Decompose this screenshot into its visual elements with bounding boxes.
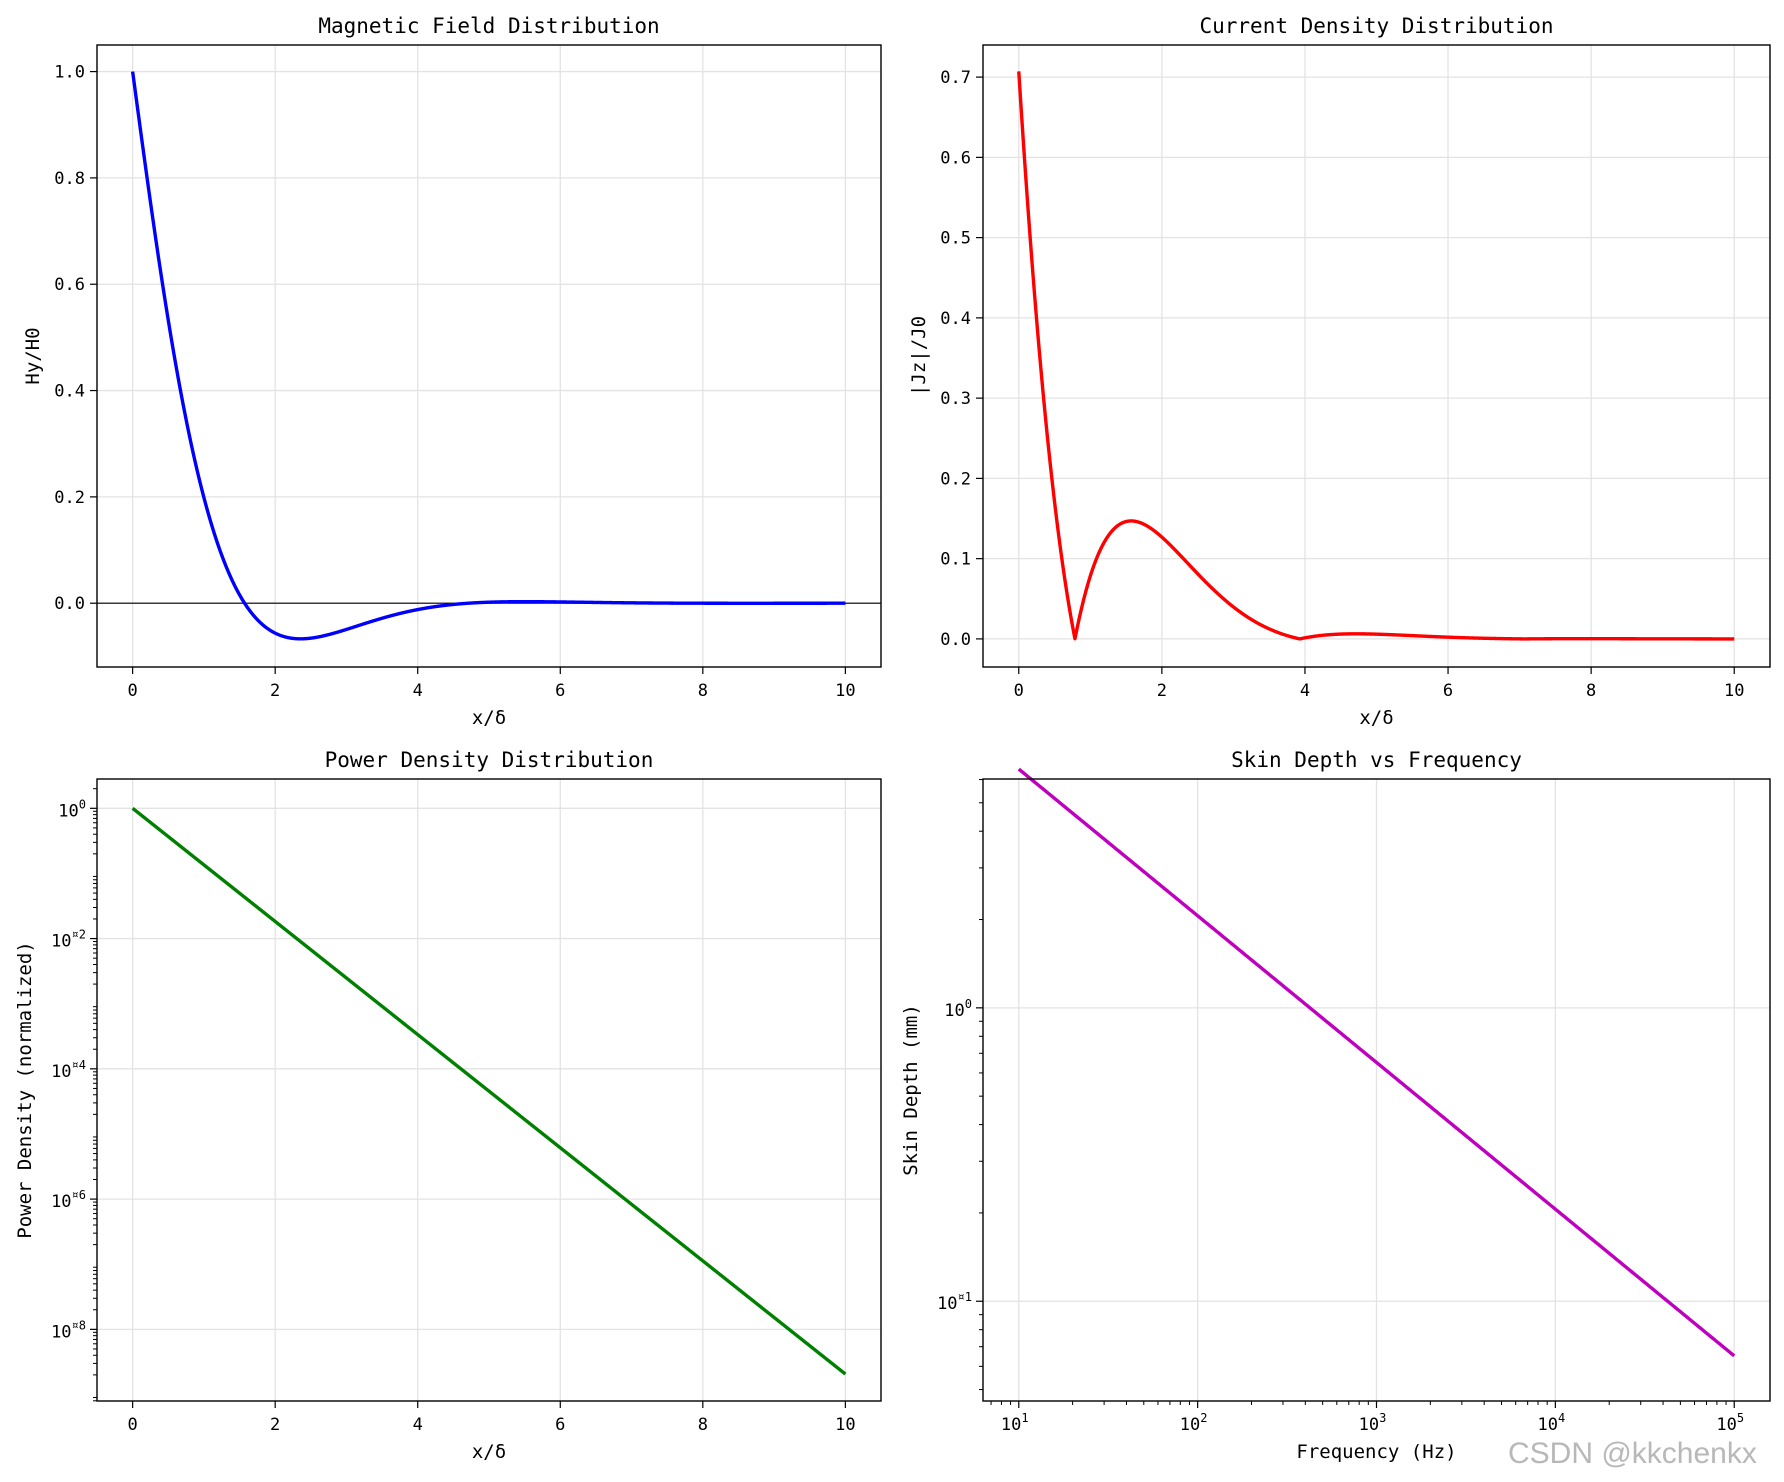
- x-tick-label: 2: [270, 681, 280, 701]
- chart-magnetic: 0 2 4 6 8 10 0.0 0.2 0.4 0.6 0.8 1.0 Magnetic Field …: [22, 14, 882, 729]
- y-tick-base: 10: [51, 1322, 71, 1342]
- y-tick-label: 0.5: [940, 229, 971, 249]
- x-tick-label: 4: [1300, 681, 1310, 701]
- x-tick-label: 103: [1359, 1411, 1387, 1435]
- series-line: [1017, 767, 1736, 1358]
- x-tick-label: 10: [835, 681, 855, 701]
- x-tick-label: 0: [1014, 681, 1024, 701]
- x-tick-label: 0: [128, 1415, 138, 1435]
- y-tick-label: 1.0: [54, 63, 85, 83]
- y-tick-base: 10: [51, 1062, 71, 1082]
- x-tick-label: 10: [835, 1415, 855, 1435]
- y-tick-base: 10: [937, 1294, 957, 1314]
- chart-title: Current Density Distribution: [1199, 14, 1553, 38]
- x-tick-label: 104: [1538, 1411, 1566, 1435]
- series-line: [130, 71, 847, 641]
- x-tick-label: 4: [413, 1415, 423, 1435]
- x-tick-label: 0: [128, 681, 138, 701]
- y-tick-label: 0.2: [54, 488, 85, 508]
- x-axis-label: x/δ: [1359, 707, 1393, 729]
- x-tick-label: 6: [1443, 681, 1453, 701]
- y-tick-base: 10: [58, 801, 78, 821]
- series-line: [1017, 71, 1736, 641]
- y-tick-label: 0.6: [54, 275, 85, 295]
- y-tick-exponent: ¤1: [958, 1290, 972, 1304]
- x-tick-label: 4: [413, 681, 423, 701]
- y-tick-label: 10¤6: [51, 1188, 86, 1212]
- y-tick-base: 10: [51, 1192, 71, 1212]
- x-tick-base: 10: [1716, 1415, 1736, 1435]
- x-axis-label: Frequency (Hz): [1296, 1441, 1456, 1463]
- x-tick-label: 8: [1586, 681, 1596, 701]
- x-tick-base: 10: [1538, 1415, 1558, 1435]
- y-tick-label: 10¤2: [51, 928, 86, 952]
- y-tick-exponent: ¤2: [72, 928, 86, 942]
- y-tick-label: 10¤8: [51, 1318, 86, 1342]
- y-tick-base: 10: [51, 932, 71, 952]
- x-tick-label: 6: [555, 1415, 565, 1435]
- x-tick-exponent: 1: [1021, 1411, 1028, 1425]
- y-axis-label: Power Density (normalized): [14, 941, 36, 1238]
- y-tick-label: 10¤4: [51, 1058, 86, 1082]
- y-tick-label: 100: [944, 997, 972, 1021]
- x-tick-label: 2: [1157, 681, 1167, 701]
- x-tick-exponent: 5: [1737, 1411, 1744, 1425]
- x-tick-base: 10: [1001, 1415, 1021, 1435]
- y-tick-exponent: ¤6: [72, 1188, 86, 1202]
- y-tick-label: 10¤1: [937, 1290, 972, 1314]
- y-tick-label: 0.4: [54, 382, 85, 402]
- x-tick-base: 10: [1180, 1415, 1200, 1435]
- x-tick-label: 105: [1716, 1411, 1744, 1435]
- y-tick-exponent: ¤8: [72, 1318, 86, 1332]
- y-axis-label: |Jz|/J0: [908, 316, 930, 396]
- y-tick-label: 100: [58, 797, 86, 821]
- y-axis-label: Hy/H0: [22, 327, 44, 384]
- x-tick-exponent: 4: [1558, 1411, 1565, 1425]
- x-tick-exponent: 3: [1379, 1411, 1386, 1425]
- axes-frame: [96, 778, 882, 1402]
- x-tick-label: 8: [698, 681, 708, 701]
- y-tick-label: 0.8: [54, 169, 85, 189]
- y-tick-label: 0.6: [940, 148, 971, 168]
- y-tick-exponent: 0: [965, 997, 972, 1011]
- x-tick-label: 2: [270, 1415, 280, 1435]
- y-tick-label: 0.2: [940, 469, 971, 489]
- y-tick-label: 0.3: [940, 389, 971, 409]
- x-tick-label: 102: [1180, 1411, 1208, 1435]
- y-tick-label: 0.1: [940, 550, 971, 570]
- watermark: CSDN @kkchenkx: [1508, 1437, 1757, 1470]
- y-tick-label: 0.7: [940, 68, 971, 88]
- y-tick-label: 0.4: [940, 309, 971, 329]
- y-tick-label: 0.0: [940, 630, 971, 650]
- chart-title: Magnetic Field Distribution: [318, 14, 659, 38]
- x-axis-label: x/δ: [472, 1441, 506, 1463]
- axes-frame: [96, 44, 882, 668]
- y-tick-exponent: ¤4: [72, 1058, 86, 1072]
- x-tick-label: 10: [1724, 681, 1744, 701]
- y-tick-base: 10: [944, 1001, 964, 1021]
- y-axis-label: Skin Depth (mm): [900, 1004, 922, 1176]
- y-tick-exponent: 0: [79, 797, 86, 811]
- chart-title: Skin Depth vs Frequency: [1231, 748, 1522, 772]
- x-tick-exponent: 2: [1200, 1411, 1207, 1425]
- x-tick-base: 10: [1359, 1415, 1379, 1435]
- x-tick-label: 6: [555, 681, 565, 701]
- chart-title: Power Density Distribution: [325, 748, 654, 772]
- chart-current: 0 2 4 6 8 10 0.0 0.1 0.2 0.3 0.4 0.5 0.6 0.7 Current D…: [908, 14, 1771, 729]
- axes-frame: [982, 44, 1771, 668]
- y-tick-label: 0.0: [54, 594, 85, 614]
- series-line: [131, 806, 847, 1376]
- x-tick-label: 8: [698, 1415, 708, 1435]
- x-axis-label: x/δ: [472, 707, 506, 729]
- x-tick-label: 101: [1001, 1411, 1029, 1435]
